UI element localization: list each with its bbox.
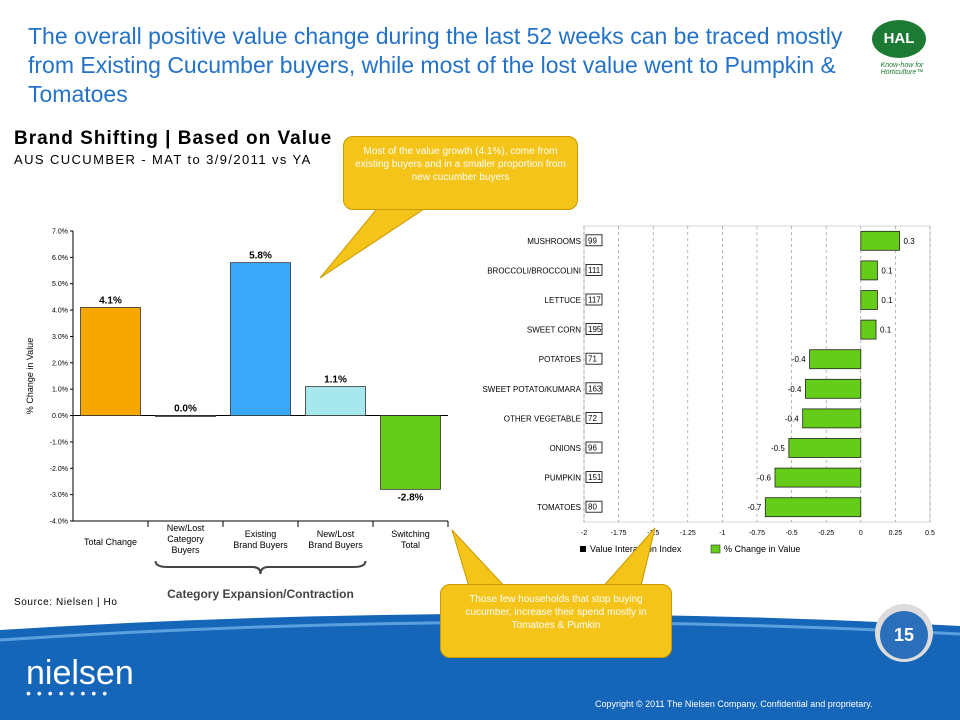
x-tick-label: Brand Buyers bbox=[308, 540, 363, 550]
slide-title: The overall positive value change during… bbox=[28, 23, 843, 107]
source-note: Source: Nielsen | Ho bbox=[14, 597, 118, 608]
x-tick-label: Category bbox=[167, 534, 204, 544]
x-tick-label: Total bbox=[401, 540, 420, 550]
bar-2 bbox=[230, 262, 291, 416]
x-tick-label: New/Lost bbox=[317, 529, 355, 539]
y-tick-label: 0.0% bbox=[52, 413, 68, 420]
callout-lost-text: Those few households that stop buying cu… bbox=[465, 594, 647, 631]
x-tick-label: Switching bbox=[391, 529, 430, 539]
data-label: -2.8% bbox=[397, 492, 423, 503]
callout-growth-text: Most of the value growth (4.1%), come fr… bbox=[355, 146, 566, 183]
y-tick-label: 3.0% bbox=[52, 334, 68, 341]
copyright-text: Copyright © 2011 The Nielsen Company. Co… bbox=[595, 699, 873, 709]
page-number: 15 bbox=[880, 611, 928, 659]
y-tick-label: 1.0% bbox=[52, 387, 68, 394]
y-tick-label: -1.0% bbox=[50, 439, 68, 446]
x-tick-label: New/Lost bbox=[167, 523, 205, 533]
y-tick-label: 2.0% bbox=[52, 360, 68, 367]
chart-title: Brand Shifting | Based on Value bbox=[14, 128, 333, 149]
x-tick-label: Total Change bbox=[84, 537, 137, 547]
y-tick-label: 4.0% bbox=[52, 308, 68, 315]
data-label: 4.1% bbox=[99, 295, 122, 306]
bar-4 bbox=[380, 415, 441, 490]
y-tick-label: 5.0% bbox=[52, 281, 68, 288]
category-brace bbox=[154, 560, 367, 575]
hal-logo: HAL Know-how for Horticulture™ bbox=[862, 14, 942, 76]
y-tick-label: -2.0% bbox=[50, 466, 68, 473]
bar-3 bbox=[305, 386, 366, 416]
x-tick-label: Buyers bbox=[171, 545, 200, 555]
data-label: 0.0% bbox=[174, 404, 197, 415]
x-tick-label: Existing bbox=[245, 529, 277, 539]
hal-tagline: Know-how for Horticulture™ bbox=[880, 62, 924, 76]
bar-1 bbox=[155, 415, 216, 417]
x-tick-label: Brand Buyers bbox=[233, 540, 288, 550]
bar-0 bbox=[80, 307, 141, 416]
brace-label: Category Expansion/Contraction bbox=[167, 587, 354, 601]
nielsen-logo: nielsen bbox=[26, 654, 134, 692]
y-tick-label: -4.0% bbox=[50, 519, 68, 526]
y-tick-label: -3.0% bbox=[50, 492, 68, 499]
hal-logo-mark: HAL bbox=[872, 20, 926, 58]
y-tick-label: 7.0% bbox=[52, 229, 68, 236]
nielsen-logo-dots: •••••••• bbox=[26, 685, 114, 701]
y-tick-label: 6.0% bbox=[52, 255, 68, 262]
chart-subtitle: AUS CUCUMBER - MAT to 3/9/2011 vs YA bbox=[14, 152, 312, 167]
data-label: 1.1% bbox=[324, 375, 347, 386]
y-axis-label: % Change in Value bbox=[25, 338, 35, 414]
callout-growth: Most of the value growth (4.1%), come fr… bbox=[343, 136, 578, 210]
data-label: 5.8% bbox=[249, 251, 272, 262]
callout-lost: Those few households that stop buying cu… bbox=[440, 584, 672, 658]
